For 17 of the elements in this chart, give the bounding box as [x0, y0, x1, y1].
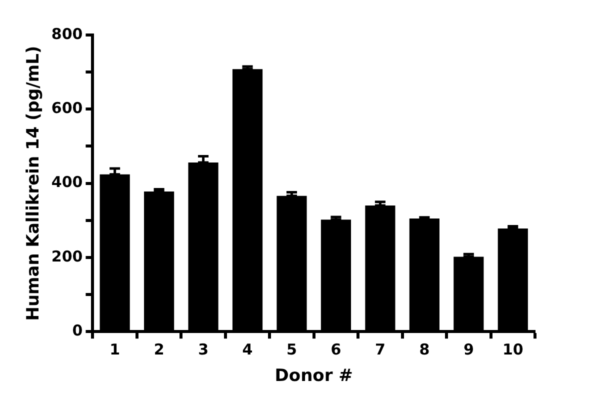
x-tick-label: 1 — [110, 340, 120, 358]
x-tick-label: 2 — [154, 340, 164, 358]
x-tick-label: 7 — [374, 340, 386, 358]
x-axis-title: Donor # — [274, 366, 353, 386]
x-tick-label: 5 — [286, 340, 297, 358]
x-tick-label: 10 — [502, 340, 524, 358]
x-tick-label: 6 — [330, 340, 342, 358]
y-tick-label: 400 — [51, 173, 83, 192]
x-tick-label: 8 — [419, 340, 430, 358]
y-tick-label: 0 — [72, 321, 83, 340]
y-axis-title: Human Kallikrein 14 (pg/mL) — [24, 46, 44, 321]
y-tick-label: 600 — [51, 99, 83, 118]
x-tick-label: 9 — [463, 340, 474, 358]
x-tick-label: 4 — [242, 340, 253, 358]
y-tick-label: 200 — [51, 247, 83, 266]
x-tick-label: 3 — [198, 340, 208, 358]
y-tick-label: 800 — [51, 24, 83, 43]
